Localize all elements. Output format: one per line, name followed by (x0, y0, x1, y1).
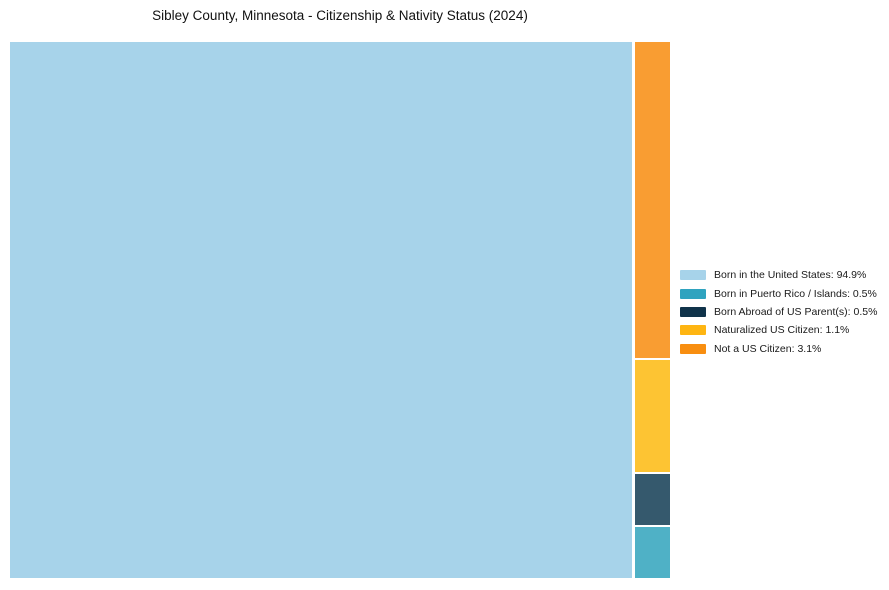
legend-label: Born in Puerto Rico / Islands: 0.5% (714, 287, 877, 300)
legend-item-naturalized-us-citizen[interactable]: Naturalized US Citizen: 1.1% (680, 321, 877, 339)
legend-swatch-born-in-the-united-states (680, 270, 706, 281)
legend-label: Born Abroad of US Parent(s): 0.5% (714, 305, 878, 318)
legend-item-born-in-the-united-states[interactable]: Born in the United States: 94.9% (680, 266, 877, 284)
legend-item-born-in-puerto-rico-islands[interactable]: Born in Puerto Rico / Islands: 0.5% (680, 284, 877, 302)
treemap-tile-born-in-puerto-rico-islands[interactable] (635, 527, 670, 578)
legend-item-not-a-us-citizen[interactable]: Not a US Citizen: 3.1% (680, 340, 877, 358)
legend-label: Born in the United States: 94.9% (714, 269, 867, 282)
treemap-tile-naturalized-us-citizen[interactable] (635, 359, 670, 473)
legend-swatch-born-abroad-of-us-parents (680, 306, 706, 317)
treemap-tile-born-abroad-of-us-parent-s[interactable] (635, 474, 670, 526)
chart-title: Sibley County, Minnesota - Citizenship &… (152, 8, 528, 23)
legend-label: Not a US Citizen: 3.1% (714, 342, 822, 355)
treemap-tile-born-in-the-united-states[interactable] (10, 42, 632, 578)
treemap-tile-not-a-us-citizen[interactable] (635, 42, 670, 358)
legend-label: Naturalized US Citizen: 1.1% (714, 324, 850, 337)
legend: Born in the United States: 94.9% Born in… (680, 266, 877, 358)
legend-swatch-not-a-us-citizen (680, 343, 706, 354)
legend-item-born-abroad-of-us-parents[interactable]: Born Abroad of US Parent(s): 0.5% (680, 303, 877, 321)
legend-swatch-born-in-puerto-rico-islands (680, 288, 706, 299)
legend-swatch-naturalized-us-citizen (680, 325, 706, 336)
